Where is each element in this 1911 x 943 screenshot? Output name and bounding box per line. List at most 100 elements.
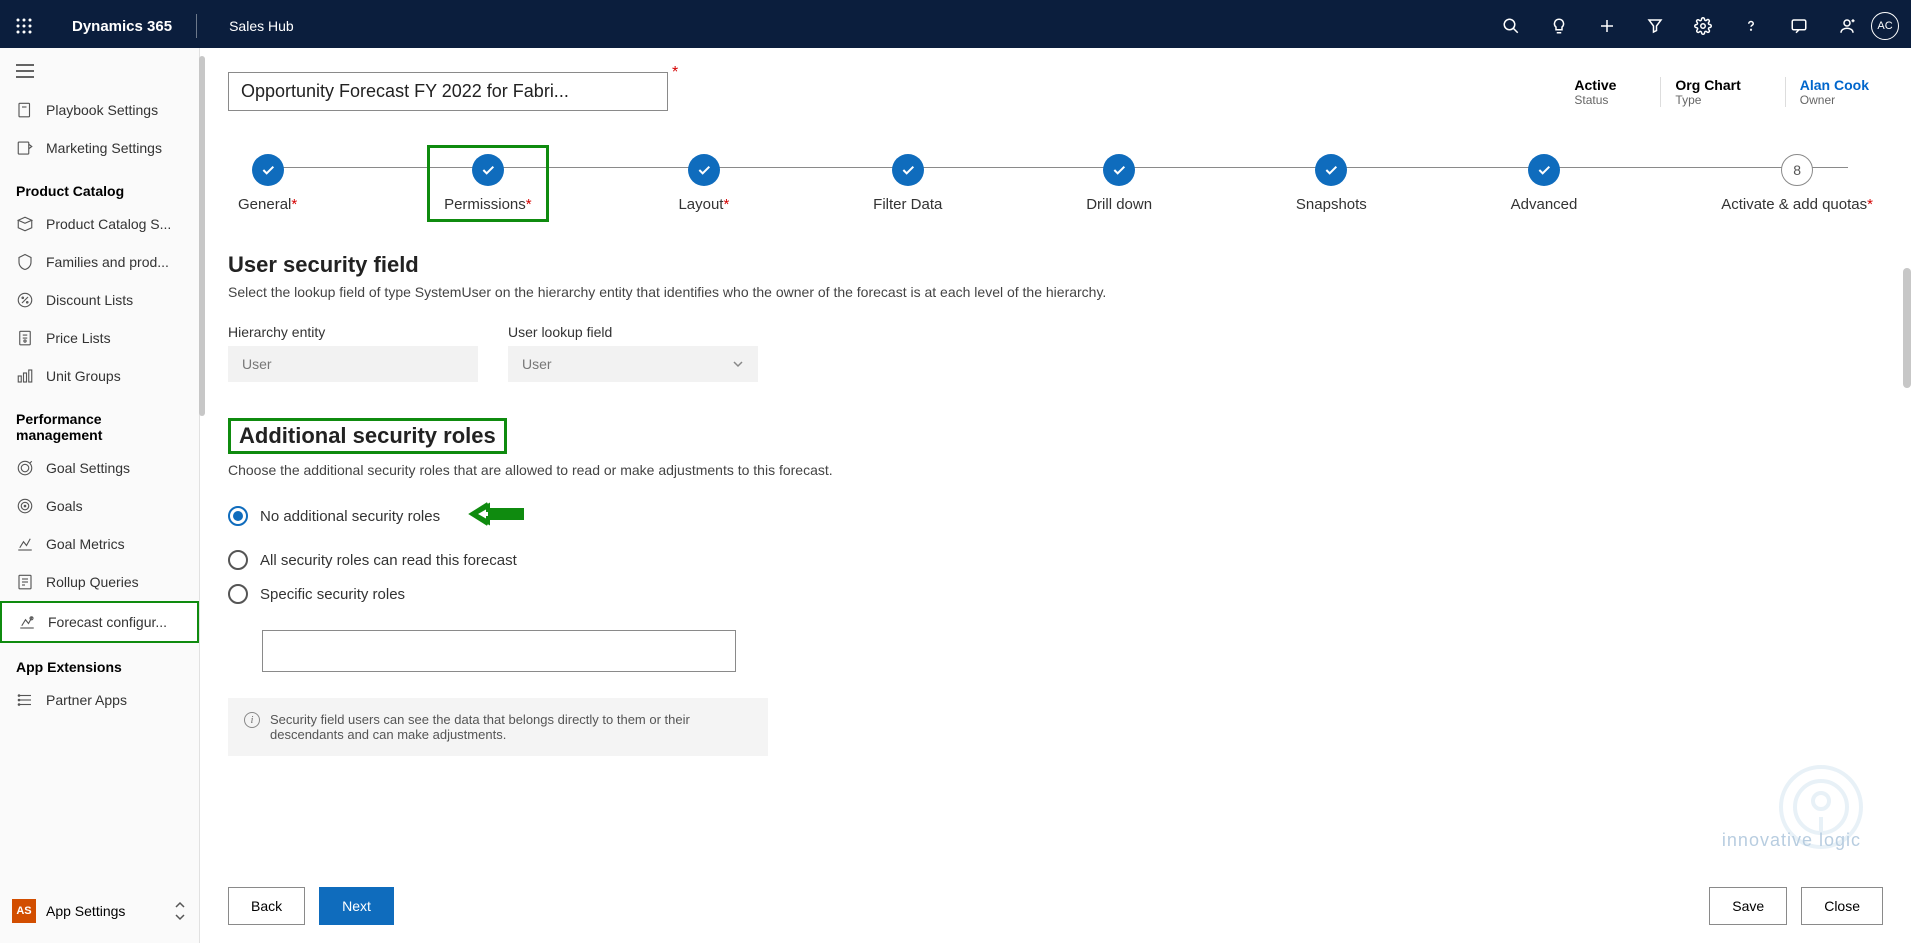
nav-section-ext: App Extensions <box>0 643 199 681</box>
footer-actions: Back Next Save Close <box>228 887 1883 925</box>
help-icon[interactable] <box>1727 2 1775 50</box>
step-label: Filter Data <box>873 196 942 213</box>
section-description: Select the lookup field of type SystemUs… <box>228 284 1883 300</box>
user-avatar[interactable]: AC <box>1871 12 1899 40</box>
field-lookup: User lookup field User <box>508 324 758 382</box>
chat-icon[interactable] <box>1775 2 1823 50</box>
step-filter-data[interactable]: Filter Data <box>873 154 942 213</box>
nav-rollup-queries[interactable]: Rollup Queries <box>0 563 199 601</box>
section-heading: User security field <box>228 252 1883 278</box>
nav-label: Unit Groups <box>46 368 121 384</box>
meta-label: Type <box>1675 93 1740 107</box>
plus-icon[interactable] <box>1583 2 1631 50</box>
check-icon <box>1315 154 1347 186</box>
step-permissions[interactable]: Permissions* <box>427 145 549 222</box>
field-label: User lookup field <box>508 324 758 340</box>
radio-label: Specific security roles <box>260 586 405 603</box>
page-content: Opportunity Forecast FY 2022 for Fabri..… <box>200 48 1911 943</box>
chevron-down-icon <box>732 358 744 370</box>
nav-forecast-config[interactable]: Forecast configur... <box>0 601 199 643</box>
close-button[interactable]: Close <box>1801 887 1883 925</box>
meta-label: Owner <box>1800 93 1869 107</box>
section-user-security: User security field Select the lookup fi… <box>228 252 1883 382</box>
step-label: Layout* <box>678 196 729 213</box>
nav-label: Discount Lists <box>46 292 133 308</box>
back-button[interactable]: Back <box>228 887 305 925</box>
main-layout: Playbook Settings Marketing Settings Pro… <box>0 48 1911 943</box>
nav-section-perf: Performance management <box>0 395 199 449</box>
nav-goals[interactable]: Goals <box>0 487 199 525</box>
specific-roles-input[interactable] <box>262 630 736 672</box>
nav-label: Product Catalog S... <box>46 216 171 232</box>
step-advanced[interactable]: Advanced <box>1511 154 1578 213</box>
nav-goal-metrics[interactable]: Goal Metrics <box>0 525 199 563</box>
nav-discount-lists[interactable]: Discount Lists <box>0 281 199 319</box>
nav-families[interactable]: Families and prod... <box>0 243 199 281</box>
radio-icon <box>228 550 248 570</box>
field-hierarchy: Hierarchy entity User <box>228 324 478 382</box>
forecast-title-input[interactable]: Opportunity Forecast FY 2022 for Fabri..… <box>228 72 668 111</box>
highlight-box: Additional security roles <box>228 418 507 454</box>
global-topbar: Dynamics 365 Sales Hub AC <box>0 0 1911 48</box>
person-icon[interactable] <box>1823 2 1871 50</box>
step-label: Advanced <box>1511 196 1578 213</box>
roles-radio-group: No additional security roles All securit… <box>228 496 1883 672</box>
nav-unit-groups[interactable]: Unit Groups <box>0 357 199 395</box>
lookup-dropdown[interactable]: User <box>508 346 758 382</box>
app-name[interactable]: Sales Hub <box>213 18 294 34</box>
save-button[interactable]: Save <box>1709 887 1787 925</box>
arrow-annotation-icon <box>466 496 526 536</box>
step-drill-down[interactable]: Drill down <box>1086 154 1152 213</box>
fields-row: Hierarchy entity User User lookup field … <box>228 324 1883 382</box>
app-launcher-button[interactable] <box>0 2 48 50</box>
hierarchy-input[interactable]: User <box>228 346 478 382</box>
radio-label: All security roles can read this forecas… <box>260 552 517 569</box>
radio-label: No additional security roles <box>260 508 440 525</box>
step-general[interactable]: General* <box>238 154 297 213</box>
nav-goal-settings[interactable]: Goal Settings <box>0 449 199 487</box>
radio-all-roles[interactable]: All security roles can read this forecas… <box>228 550 1883 570</box>
info-text: Security field users can see the data th… <box>270 712 752 742</box>
watermark-text: innovative logic <box>1722 830 1861 851</box>
meta-value: Active <box>1574 77 1616 93</box>
app-settings-badge: AS <box>12 899 36 923</box>
sidebar: Playbook Settings Marketing Settings Pro… <box>0 48 200 943</box>
topbar-left: Dynamics 365 Sales Hub <box>0 2 294 50</box>
meta-status[interactable]: Active Status <box>1560 77 1630 107</box>
nav-label: Forecast configur... <box>48 614 167 630</box>
required-indicator: * <box>672 64 678 82</box>
filter-icon[interactable] <box>1631 2 1679 50</box>
search-icon[interactable] <box>1487 2 1535 50</box>
brand-divider <box>196 14 197 38</box>
nav-label: Goals <box>46 498 83 514</box>
meta-type[interactable]: Org Chart Type <box>1660 77 1754 107</box>
radio-specific-roles[interactable]: Specific security roles <box>228 584 1883 604</box>
nav-playbook-settings[interactable]: Playbook Settings <box>0 91 199 129</box>
check-icon <box>688 154 720 186</box>
radio-no-additional[interactable]: No additional security roles <box>228 496 1883 536</box>
content-scrollbar[interactable] <box>1903 268 1911 388</box>
nav-label: Goal Metrics <box>46 536 125 552</box>
nav-price-lists[interactable]: Price Lists <box>0 319 199 357</box>
field-label: Hierarchy entity <box>228 324 478 340</box>
next-button[interactable]: Next <box>319 887 394 925</box>
meta-label: Status <box>1574 93 1616 107</box>
topbar-right: AC <box>1487 2 1911 50</box>
hamburger-button[interactable] <box>0 56 199 91</box>
gear-icon[interactable] <box>1679 2 1727 50</box>
brand-name[interactable]: Dynamics 365 <box>64 18 180 35</box>
nav-marketing-settings[interactable]: Marketing Settings <box>0 129 199 167</box>
step-snapshots[interactable]: Snapshots <box>1296 154 1367 213</box>
step-label: General* <box>238 196 297 213</box>
step-label: Drill down <box>1086 196 1152 213</box>
step-activate[interactable]: 8 Activate & add quotas* <box>1721 154 1873 213</box>
info-callout: i Security field users can see the data … <box>228 698 768 756</box>
step-layout[interactable]: Layout* <box>678 154 729 213</box>
meta-owner[interactable]: Alan Cook Owner <box>1785 77 1883 107</box>
app-settings-switcher[interactable]: AS App Settings <box>0 891 199 931</box>
lightbulb-icon[interactable] <box>1535 2 1583 50</box>
nav-product-catalog[interactable]: Product Catalog S... <box>0 205 199 243</box>
nav-partner-apps[interactable]: Partner Apps <box>0 681 199 719</box>
check-icon <box>1103 154 1135 186</box>
check-icon <box>892 154 924 186</box>
